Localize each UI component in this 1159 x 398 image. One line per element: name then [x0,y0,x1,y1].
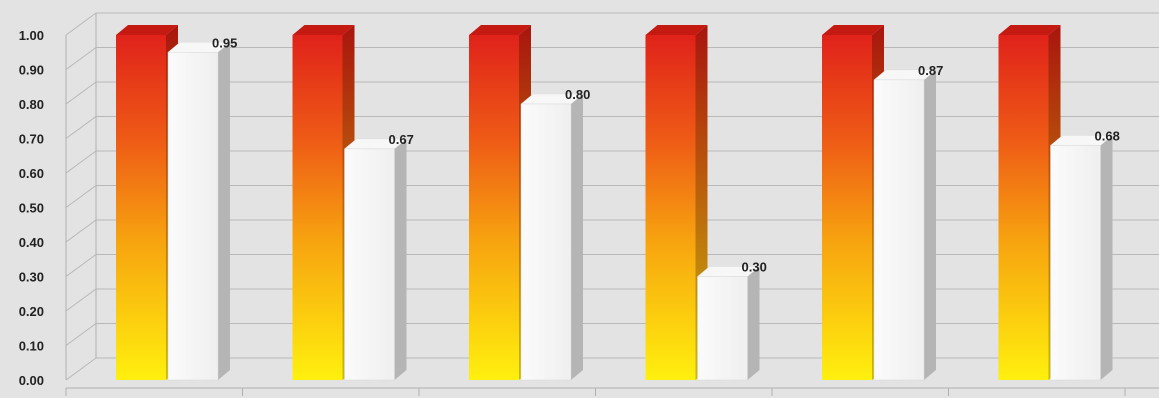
data-label: 0.67 [389,132,414,147]
gridline-depth [65,81,97,105]
gridlines [65,12,1159,381]
y-tick-label: 0.90 [19,63,44,78]
gridline-depth [65,254,97,277]
y-tick-label: 0.60 [19,166,44,181]
y-tick-label: 0.10 [19,339,44,354]
gridline-depth [65,116,97,139]
bar-value [520,93,584,381]
bar-value [873,69,937,381]
bar-value [343,138,408,381]
y-tick-label: 0.80 [19,97,44,112]
data-labels: 0.95 0.67 0.80 0.30 0.87 0.68 [212,35,1120,274]
gridline-depth [65,219,97,243]
y-axis: 0.00 0.10 0.20 0.30 0.40 0.50 0.60 0.70 0.80 0.90… [19,28,1159,396]
data-label: 0.95 [212,35,237,50]
data-label: 0.30 [742,260,767,275]
y-tick-label: 0.70 [19,132,44,147]
gridline-depth [65,323,97,346]
gridline-depth [65,47,97,70]
y-tick-label: 0.50 [19,201,44,216]
y-tick-label: 0.20 [19,304,44,319]
bar-value [696,266,761,381]
bar-reference [645,25,708,380]
data-label: 0.68 [1095,128,1120,143]
y-tick-label: 0.40 [19,235,44,250]
data-label: 0.80 [565,87,590,102]
y-tick-label: 0.30 [19,270,44,285]
bars [116,25,1114,381]
bar-value [167,42,231,381]
gridline-depth [65,185,97,208]
gridline-depth [65,12,97,36]
gridline-depth [65,357,97,381]
gridline-depth [65,288,97,312]
data-label: 0.87 [918,63,943,78]
bar-value [1049,135,1114,381]
y-tick-label: 0.00 [19,373,44,388]
y-tick-label: 1.00 [19,28,44,43]
gridline-depth [65,150,97,174]
